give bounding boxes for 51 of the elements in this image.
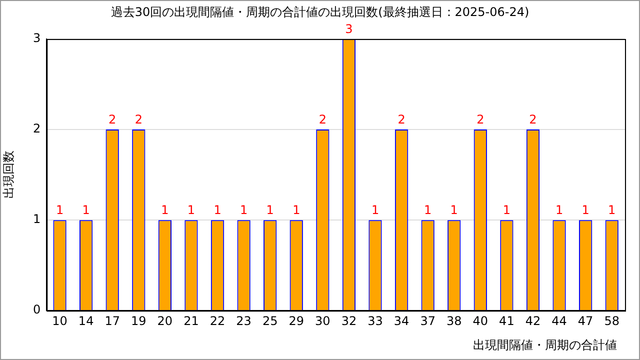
x-tick-label: 44 [552, 314, 567, 328]
x-tick-label: 47 [578, 314, 594, 328]
x-tick-label: 29 [288, 314, 304, 328]
x-tick-label: 20 [157, 314, 173, 328]
data-label: 1 [292, 203, 300, 218]
x-tick-label: 25 [262, 314, 278, 328]
data-label: 2 [134, 112, 142, 127]
x-tick-label: 22 [210, 314, 226, 328]
data-label: 1 [608, 203, 616, 218]
x-tick-label: 42 [525, 314, 541, 328]
x-tick-label: 38 [446, 314, 462, 328]
x-tick-label: 23 [236, 314, 252, 328]
x-tick-label: 32 [341, 314, 357, 328]
data-label: 1 [82, 203, 90, 218]
x-tick-label: 17 [104, 314, 120, 328]
data-label: 1 [502, 203, 511, 218]
x-tick-label: 58 [604, 314, 620, 328]
y-axis-title: 出現回数 [0, 150, 16, 198]
data-label: 1 [214, 203, 222, 218]
data-label: 2 [476, 112, 484, 127]
data-label: 1 [266, 203, 274, 218]
data-label: 1 [582, 203, 590, 218]
x-tick-label: 19 [131, 314, 146, 328]
data-label: 2 [529, 112, 537, 127]
data-label: 1 [555, 203, 564, 218]
x-tick-label: 10 [52, 314, 68, 328]
data-label: 1 [161, 203, 169, 218]
data-label: 1 [371, 203, 380, 218]
y-tick-label: 2 [32, 122, 41, 136]
y-tick-label: 0 [32, 302, 41, 317]
data-label: 1 [56, 203, 64, 218]
data-label: 2 [398, 112, 406, 127]
y-tick-label: 1 [32, 212, 41, 226]
x-tick-label: 34 [394, 314, 410, 328]
x-tick-label: 37 [420, 314, 436, 328]
y-tick-label: 3 [32, 31, 41, 46]
data-label: 3 [345, 22, 353, 36]
data-label: 2 [318, 112, 326, 127]
data-label: 1 [450, 203, 458, 218]
data-label: 2 [108, 112, 116, 127]
data-label: 1 [424, 203, 432, 218]
x-axis-title: 出現間隔値・周期の合計値 [473, 337, 617, 354]
x-tick-label: 21 [184, 314, 199, 328]
x-tick-label: 14 [78, 314, 94, 328]
data-label: 1 [187, 203, 196, 218]
x-tick-label: 41 [499, 314, 514, 328]
x-tick-label: 33 [368, 314, 383, 328]
data-label: 1 [240, 203, 248, 218]
x-tick-label: 30 [315, 314, 330, 328]
x-tick-label: 40 [472, 314, 488, 328]
chart-title: 過去30回の出現間隔値・周期の合計値の出現回数(最終抽選日：2025-06-24) [110, 4, 530, 21]
